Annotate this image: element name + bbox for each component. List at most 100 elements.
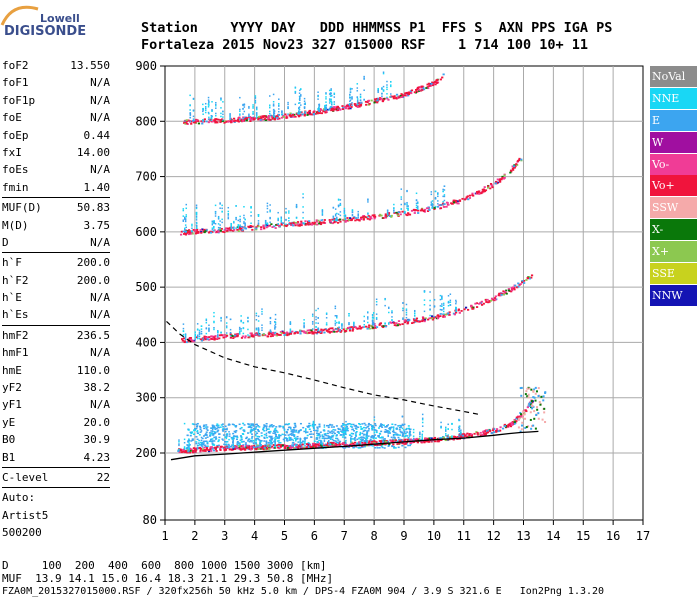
echo-point-spike: [183, 227, 186, 230]
echo-point-spread: [274, 427, 277, 430]
echo-point: [380, 214, 383, 217]
echo-point-spread: [238, 423, 241, 426]
echo-point: [367, 442, 370, 444]
echo-point: [263, 227, 266, 230]
echo-point-spike: [325, 96, 327, 98]
echo-point: [522, 279, 526, 282]
echo-point: [244, 336, 247, 339]
echo-point-cusp: [537, 387, 540, 390]
echo-point: [282, 116, 285, 118]
echo-point: [189, 337, 193, 339]
echo-point: [335, 330, 338, 333]
echo-point: [267, 117, 270, 120]
legend-item: NNE: [650, 87, 697, 109]
echo-point: [269, 331, 272, 334]
echo-point: [192, 449, 195, 452]
echo-point-spike: [330, 89, 332, 92]
echo-point: [485, 301, 488, 303]
echo-point-spread: [408, 427, 411, 430]
echo-point: [301, 443, 304, 446]
echo-point-spike: [442, 302, 445, 305]
echo-point-spike: [401, 415, 404, 418]
echo-point: [329, 445, 333, 447]
echo-point-spread: [351, 438, 354, 440]
echo-point-spike: [332, 219, 335, 222]
param-row: C-level 22: [2, 469, 110, 486]
echo-point: [457, 309, 460, 312]
echo-point-spread: [365, 434, 368, 436]
echo-point-spike: [402, 309, 404, 312]
echo-point-spike: [192, 109, 195, 111]
echo-point-spike: [413, 317, 416, 320]
echo-point-spread: [199, 441, 202, 444]
echo-point-spread: [198, 444, 201, 446]
echo-point-spike: [196, 323, 199, 325]
echo-point: [506, 425, 509, 428]
echo-point: [310, 445, 313, 448]
echo-point-spike: [404, 211, 406, 213]
echo-point-spread: [316, 426, 319, 428]
echo-point: [464, 306, 468, 309]
echo-point: [340, 329, 343, 332]
echo-point-spike: [405, 314, 408, 316]
echo-point: [293, 443, 297, 446]
echo-point: [197, 232, 200, 234]
echo-point-spike: [423, 310, 426, 313]
echo-point: [505, 289, 508, 292]
echo-point: [233, 229, 236, 231]
echo-point: [248, 335, 251, 338]
x-tick-label: 7: [341, 529, 348, 543]
echo-point: [308, 329, 311, 332]
echo-point-spike: [269, 440, 272, 443]
echo-point-spike: [207, 99, 210, 101]
echo-point-spike: [325, 105, 328, 107]
echo-point: [417, 87, 420, 90]
echo-point-spike: [386, 80, 388, 83]
echo-point-spike: [353, 321, 355, 324]
echo-point-spike: [272, 93, 275, 96]
echo-point-spike: [227, 214, 230, 216]
echo-point-spread: [349, 434, 352, 436]
echo-point-cusp: [544, 421, 547, 424]
echo-point-spread: [232, 432, 235, 435]
echo-point-spike: [442, 308, 445, 310]
echo-point-spike: [386, 86, 388, 89]
echo-point: [326, 445, 329, 448]
param-label: M(D): [2, 218, 29, 232]
echo-point-spread: [199, 425, 202, 428]
echo-point-spike: [292, 433, 295, 435]
echo-point-spike: [257, 332, 260, 334]
echo-point-spike: [317, 95, 319, 98]
echo-point: [467, 198, 470, 201]
echo-point: [426, 86, 429, 88]
echo-point-spread: [272, 432, 275, 434]
echo-point-spread: [254, 423, 257, 426]
echo-point: [265, 116, 268, 119]
echo-point: [425, 87, 428, 89]
echo-point: [348, 327, 352, 330]
echo-point-spread: [215, 424, 218, 427]
echo-point: [530, 276, 533, 279]
echo-point-spread: [357, 426, 360, 429]
echo-point: [511, 424, 514, 426]
echo-point-spread: [293, 431, 296, 433]
echo-point-spread: [224, 436, 227, 438]
echo-point: [245, 117, 248, 119]
echo-point-spike: [227, 217, 230, 220]
echo-point: [421, 89, 424, 91]
echo-point: [316, 446, 319, 449]
echo-point: [469, 305, 473, 307]
echo-point-spike: [202, 119, 204, 121]
echo-point: [317, 331, 320, 334]
echo-point: [259, 446, 262, 449]
echo-point-cusp: [534, 386, 537, 389]
echo-point-spread: [326, 432, 329, 435]
echo-point: [415, 89, 418, 91]
echo-point-cusp: [520, 424, 523, 427]
echo-point-spike: [390, 81, 392, 83]
echo-point: [344, 106, 347, 109]
echo-point-spike: [283, 428, 286, 431]
echo-point: [271, 335, 274, 337]
echo-point-spike: [274, 328, 276, 330]
echo-point: [456, 200, 459, 203]
